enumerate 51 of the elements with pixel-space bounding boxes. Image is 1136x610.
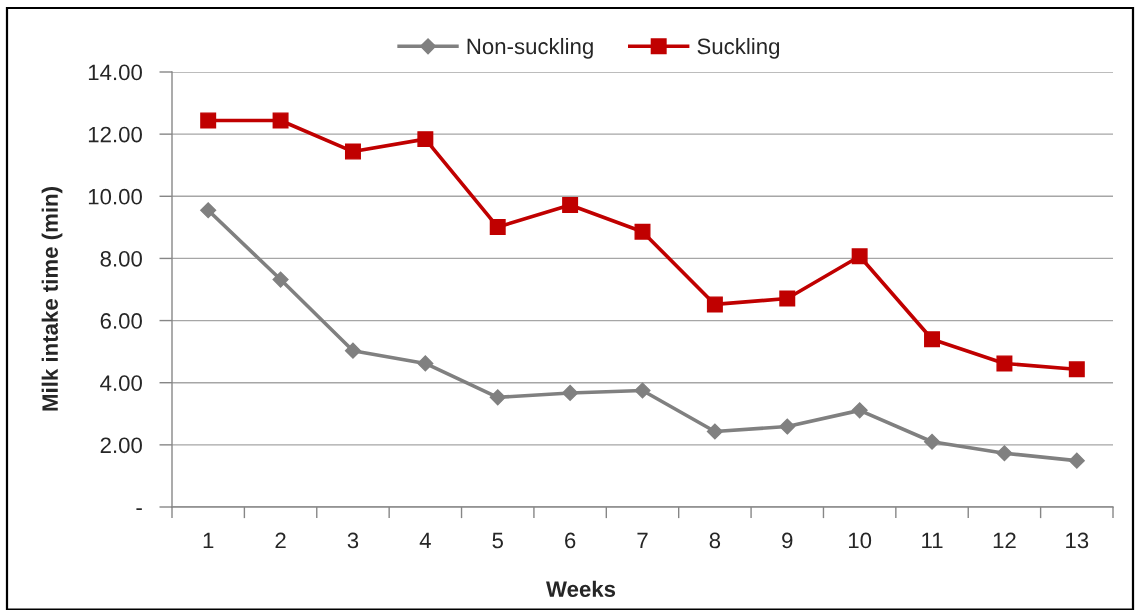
point xyxy=(200,202,217,219)
point xyxy=(344,143,361,160)
y-tick-label: 4.00 xyxy=(100,375,142,391)
x-tick-label: 10 xyxy=(848,532,872,549)
point xyxy=(706,423,723,440)
point xyxy=(1068,452,1085,469)
y-tick-label: 12.00 xyxy=(88,126,142,143)
point xyxy=(417,355,434,372)
x-tick-label: 7 xyxy=(637,532,648,549)
x-tick-label: 1 xyxy=(203,532,214,549)
y-tick-label: 6.00 xyxy=(100,313,142,329)
point xyxy=(706,296,723,313)
y-tick-label: - xyxy=(136,508,142,511)
point xyxy=(562,384,579,402)
x-tick-label: 4 xyxy=(419,532,431,549)
point xyxy=(996,355,1013,372)
x-tick-label: 12 xyxy=(993,532,1016,549)
point xyxy=(489,389,506,406)
x-axis-title: Weeks xyxy=(546,580,616,597)
point xyxy=(923,433,941,450)
y-tick-label: 10.00 xyxy=(88,188,142,205)
point xyxy=(634,382,651,399)
x-tick-label: 5 xyxy=(492,532,503,549)
point xyxy=(417,131,434,148)
point xyxy=(779,290,796,307)
x-tick-label: 3 xyxy=(347,532,359,549)
x-tick-label: 11 xyxy=(922,532,943,549)
x-tick-label: 8 xyxy=(709,532,721,549)
point xyxy=(851,248,868,265)
legend-label: Suckling xyxy=(697,37,780,59)
point xyxy=(996,445,1013,462)
point xyxy=(562,196,579,213)
point xyxy=(1068,361,1085,378)
point xyxy=(634,223,651,240)
point xyxy=(200,112,217,129)
y-tick-label: 8.00 xyxy=(100,250,142,267)
legend-label: Non-suckling xyxy=(467,37,593,59)
point xyxy=(924,331,941,348)
x-tick-label: 9 xyxy=(782,532,793,549)
point xyxy=(344,342,362,359)
x-tick-label: 6 xyxy=(565,532,576,549)
y-tick-label: 14.00 xyxy=(88,64,142,81)
point xyxy=(272,271,289,288)
point xyxy=(272,112,289,129)
x-tick-label: 2 xyxy=(275,532,286,549)
x-tick-label: 13 xyxy=(1066,532,1089,549)
point xyxy=(779,418,796,435)
y-axis-title: Milk intake time (min) xyxy=(41,187,63,411)
point xyxy=(489,219,506,236)
point xyxy=(851,402,868,419)
y-tick-label: 2.00 xyxy=(100,437,142,454)
